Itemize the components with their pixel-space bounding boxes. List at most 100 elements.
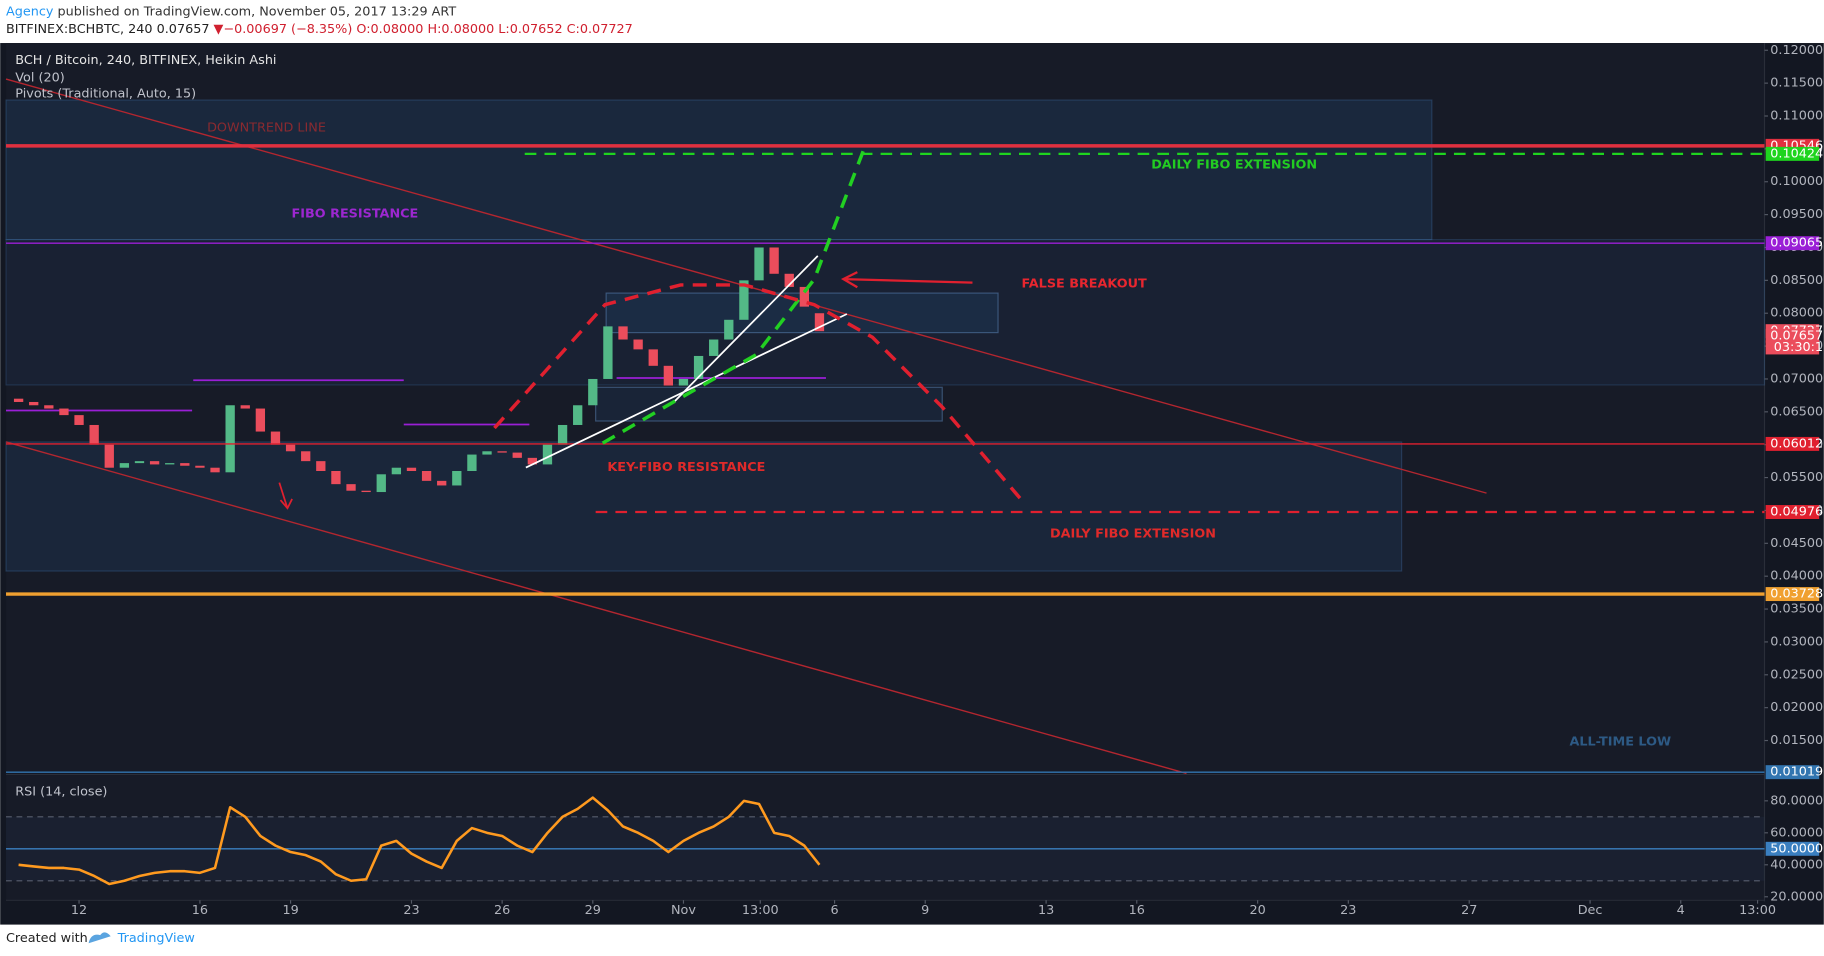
rsi-pane: [6, 775, 1765, 900]
candle: [346, 484, 356, 491]
candle: [74, 415, 84, 425]
y-tick-label: 60.0000: [1770, 825, 1823, 840]
candle: [180, 463, 190, 466]
candle: [391, 467, 402, 475]
downtrend-line: [5, 441, 1187, 775]
y-tick-label: 80.0000: [1770, 793, 1823, 808]
price-label-bg: [1765, 765, 1820, 780]
y-tick-label: 0.07000: [1770, 371, 1823, 386]
candle: [542, 444, 553, 465]
indicator: Vol (20): [15, 70, 64, 85]
brand[interactable]: TradingView: [117, 931, 195, 946]
rsi-title: RSI (14, close): [15, 785, 107, 800]
rsi-line: [18, 796, 821, 886]
candle: [709, 339, 719, 356]
candle: [693, 355, 704, 379]
annotation: FIBO RESISTANCE: [292, 206, 419, 221]
candle: [754, 247, 764, 281]
candle: [301, 451, 311, 462]
candle: [29, 401, 39, 406]
candle: [13, 398, 24, 402]
support-line: [674, 255, 819, 402]
candle: [437, 480, 447, 486]
annotation: FALSE BREAKOUT: [1022, 276, 1147, 291]
y-tick-label: 0.02500: [1770, 667, 1823, 682]
y-tick-label: 0.03500: [1770, 602, 1823, 617]
y-tick-label: 0.03000: [1770, 634, 1823, 649]
header-line: Agency published on TradingView.com, Nov…: [6, 4, 456, 19]
zone-box: [5, 441, 1403, 572]
price-label-bg: [1765, 328, 1820, 343]
y-tick-label: 0.11000: [1770, 109, 1823, 124]
price-label-bg: [1765, 505, 1820, 520]
pivots: [6, 377, 826, 426]
candle: [119, 463, 130, 468]
y-tick-label: 0.02000: [1770, 700, 1823, 715]
annotation: DOWNTREND LINE: [207, 120, 326, 135]
projection-up: [601, 150, 865, 445]
candle: [467, 454, 477, 472]
annotation: KEY-FIBO RESISTANCE: [607, 460, 765, 475]
candle: [452, 471, 462, 486]
y-tick-label: 0.04500: [1770, 536, 1823, 551]
candle: [618, 326, 628, 340]
x-tick-label: 9: [921, 903, 929, 918]
author[interactable]: Agency: [6, 4, 54, 19]
candle: [784, 273, 794, 287]
candle: [240, 405, 250, 409]
zone-box: [5, 238, 1766, 386]
symbol: BITFINEX:BCHBTC, 240: [6, 22, 153, 37]
candle: [497, 451, 507, 453]
y-tick-label: 0.11500: [1770, 76, 1823, 91]
x-tick-label: 23: [1340, 903, 1356, 918]
price-label: 0.09065: [1770, 236, 1823, 251]
candle: [149, 461, 160, 465]
y-tick-label: 20.0000: [1770, 889, 1823, 904]
price-label-bg: [1765, 587, 1820, 602]
y-tick-label: 0.08500: [1770, 273, 1823, 288]
x-tick-label: 20: [1250, 903, 1266, 918]
x-tick-label: 13: [1038, 903, 1054, 918]
candle: [134, 461, 145, 464]
candle: [406, 467, 417, 472]
price-pane: [6, 43, 1765, 774]
candle: [225, 405, 235, 473]
indicator: Pivots (Traditional, Auto, 15): [15, 87, 196, 102]
x-tick-label: 23: [403, 903, 419, 918]
price-label-bg: [1765, 146, 1820, 161]
x-tick-label: Nov: [671, 903, 696, 918]
y-tick-label: 0.09500: [1770, 207, 1823, 222]
candle: [316, 461, 326, 472]
countdown-bg: [1765, 340, 1820, 355]
breakout-arrow: [840, 271, 973, 289]
candle: [799, 286, 809, 307]
chart-title: BCH / Bitcoin, 240, BITFINEX, Heikin Ash…: [15, 53, 276, 68]
x-tick-label: 27: [1461, 903, 1477, 918]
marks: [6, 144, 1765, 886]
candle: [104, 444, 114, 468]
y-tick-label: 0.04000: [1770, 569, 1823, 584]
price-label: 0.04976: [1770, 505, 1823, 520]
last: 0.07657: [157, 22, 210, 37]
candle: [195, 465, 205, 468]
candle: [648, 349, 658, 366]
price-label: 50.0000: [1770, 841, 1823, 856]
price-label-bg: [1765, 236, 1820, 251]
candle: [285, 444, 296, 452]
candle: [512, 452, 522, 458]
candle: [421, 471, 432, 481]
symbol-line: BITFINEX:BCHBTC, 240 0.07657 ▼−0.00697 (…: [6, 22, 633, 37]
candle: [270, 431, 281, 445]
x-tick-label: 12: [71, 903, 87, 918]
x-tick-label: 13:00: [742, 903, 779, 918]
y-tick-label: 0.06500: [1770, 404, 1823, 419]
candle: [573, 405, 583, 425]
created-with: Created with: [6, 931, 88, 946]
price-label-bg: [1765, 436, 1820, 451]
x-tick-label: 16: [192, 903, 208, 918]
annotation: ALL-TIME LOW: [1569, 735, 1671, 750]
candle: [557, 424, 568, 445]
support-line: [525, 313, 848, 469]
